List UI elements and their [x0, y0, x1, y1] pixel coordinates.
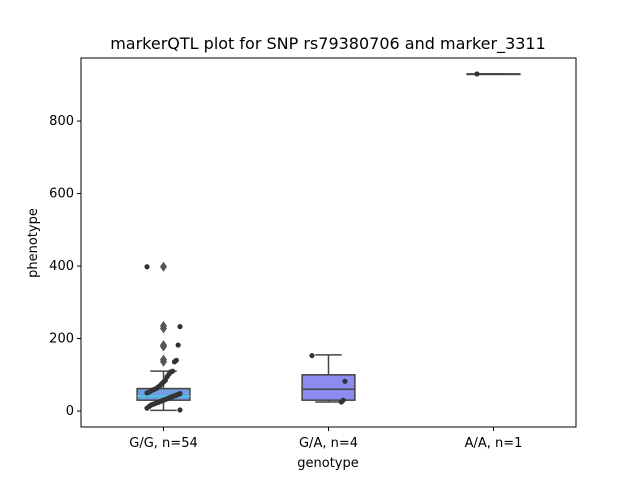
point: [474, 71, 480, 77]
point: [342, 378, 348, 384]
outlier: [160, 261, 167, 272]
point: [309, 352, 315, 359]
outlier: [160, 356, 167, 367]
point: [144, 264, 150, 270]
point: [177, 407, 183, 413]
x-tick-label: A/A, n=1: [465, 436, 523, 451]
point: [171, 359, 178, 365]
box: [301, 374, 356, 401]
y-tick-label: 400: [49, 259, 74, 274]
point: [177, 323, 183, 330]
chart-title: markerQTL plot for SNP rs79380706 and ma…: [110, 34, 546, 54]
outlier: [160, 341, 167, 352]
point: [144, 390, 150, 396]
x-axis-label: genotype: [297, 456, 358, 471]
y-tick-label: 600: [49, 187, 74, 202]
x-tick-label: G/A, n=4: [299, 436, 358, 451]
y-tick-label: 0: [66, 404, 74, 419]
outlier: [160, 323, 167, 334]
point: [338, 399, 344, 405]
y-tick-label: 800: [49, 114, 74, 129]
point: [144, 405, 150, 411]
x-tick-label: G/G, n=54: [129, 436, 197, 451]
point: [175, 342, 181, 348]
y-axis-label: phenotype: [26, 208, 41, 278]
y-tick-label: 200: [49, 332, 74, 347]
